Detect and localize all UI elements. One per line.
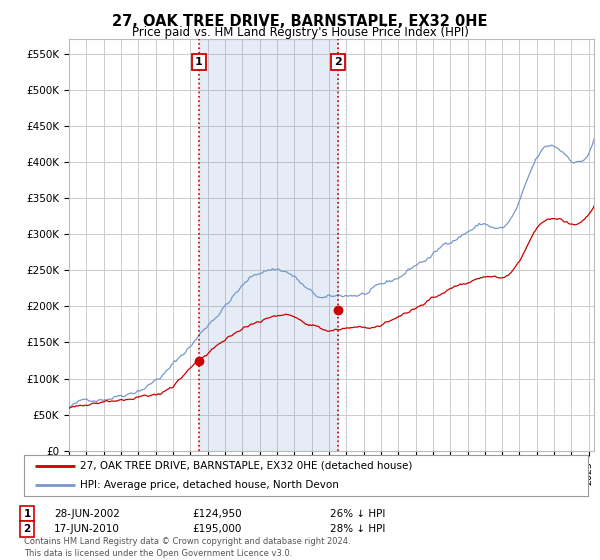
Text: 27, OAK TREE DRIVE, BARNSTAPLE, EX32 0HE (detached house): 27, OAK TREE DRIVE, BARNSTAPLE, EX32 0HE… bbox=[80, 461, 413, 471]
Text: 28-JUN-2002: 28-JUN-2002 bbox=[54, 508, 120, 519]
Text: 17-JUN-2010: 17-JUN-2010 bbox=[54, 524, 120, 534]
Text: 1: 1 bbox=[195, 57, 203, 67]
Text: £195,000: £195,000 bbox=[192, 524, 241, 534]
Text: 26% ↓ HPI: 26% ↓ HPI bbox=[330, 508, 385, 519]
Text: 27, OAK TREE DRIVE, BARNSTAPLE, EX32 0HE: 27, OAK TREE DRIVE, BARNSTAPLE, EX32 0HE bbox=[112, 14, 488, 29]
Text: Contains HM Land Registry data © Crown copyright and database right 2024.
This d: Contains HM Land Registry data © Crown c… bbox=[24, 537, 350, 558]
Text: HPI: Average price, detached house, North Devon: HPI: Average price, detached house, Nort… bbox=[80, 479, 339, 489]
Text: 2: 2 bbox=[334, 57, 341, 67]
Text: 2: 2 bbox=[23, 524, 31, 534]
Text: 1: 1 bbox=[23, 508, 31, 519]
Text: 28% ↓ HPI: 28% ↓ HPI bbox=[330, 524, 385, 534]
Bar bbox=[199, 39, 338, 451]
Text: Price paid vs. HM Land Registry's House Price Index (HPI): Price paid vs. HM Land Registry's House … bbox=[131, 26, 469, 39]
Text: £124,950: £124,950 bbox=[192, 508, 242, 519]
